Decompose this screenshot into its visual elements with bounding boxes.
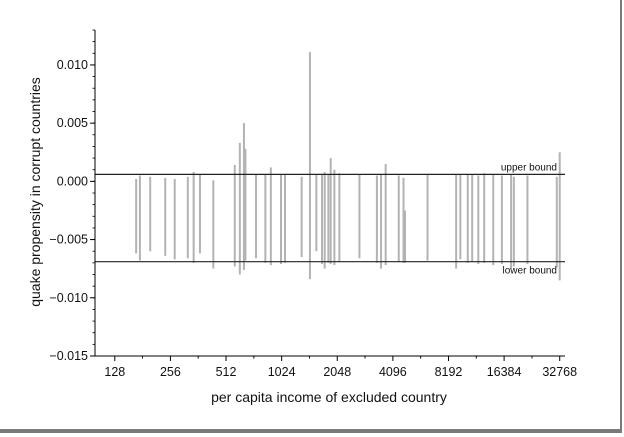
y-tick-label: −0.010 <box>49 291 88 305</box>
x-tick-label: 8192 <box>435 365 463 379</box>
y-axis-title: quake propensity in corrupt countries <box>27 77 43 307</box>
lower-bound-label: lower bound <box>503 266 557 277</box>
bounds-layer: upper bound lower bound <box>95 162 565 277</box>
x-tick-label: 16384 <box>487 365 522 379</box>
axes-layer: −0.015 −0.010 −0.005 0.000 0.005 0.010 128 256 5… <box>49 29 577 379</box>
x-tick-label: 4096 <box>379 365 407 379</box>
upper-bound-label: upper bound <box>501 162 557 173</box>
x-axis-title: per capita income of excluded country <box>211 389 447 405</box>
y-tick-label: −0.005 <box>49 233 88 247</box>
y-tick-label: 0.010 <box>57 58 88 72</box>
x-tick-label: 2048 <box>323 365 351 379</box>
x-tick-label: 1024 <box>268 365 296 379</box>
y-tick-label: 0.000 <box>57 174 88 188</box>
x-tick-label: 256 <box>160 365 181 379</box>
x-tick-label: 32768 <box>542 365 577 379</box>
y-tick-label: −0.015 <box>49 349 88 363</box>
x-tick-label: 512 <box>216 365 237 379</box>
bars-layer <box>135 52 561 281</box>
y-tick-label: 0.005 <box>57 116 88 130</box>
x-tick-label: 128 <box>104 365 125 379</box>
